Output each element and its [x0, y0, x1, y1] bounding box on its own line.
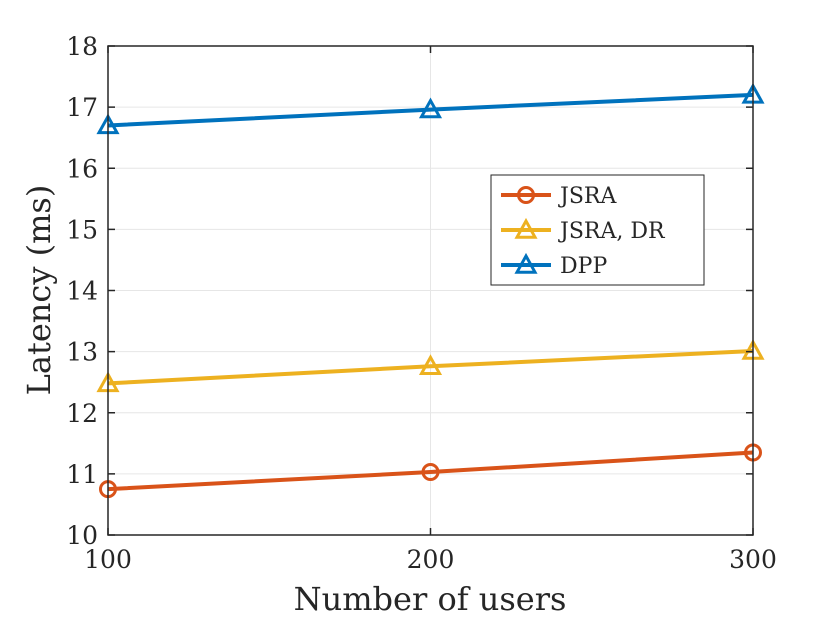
y-tick-label: 12: [66, 399, 98, 428]
x-tick-label: 300: [729, 545, 777, 574]
ticks: [107, 45, 754, 536]
y-tick-label: 14: [66, 277, 98, 306]
data-point-jsra: [421, 463, 440, 482]
y-tick-label: 10: [66, 521, 98, 550]
y-tick-labels: 10 11 12 13 14 15 16 17 18: [66, 32, 98, 550]
x-axis-title: Number of users: [294, 580, 567, 618]
y-tick-label: 18: [66, 32, 98, 61]
x-tick-label: 100: [84, 545, 132, 574]
y-tick-label: 13: [66, 338, 98, 367]
series-line-jsra: [107, 450, 754, 492]
legend-marker: [514, 217, 538, 239]
y-tick-label: 16: [66, 154, 98, 183]
legend-label: DPP: [560, 254, 607, 279]
data-point-jsra-dr: [418, 354, 443, 375]
legend-label: JSRA, DR: [558, 219, 666, 244]
x-tick-label: 200: [407, 545, 455, 574]
legend-item-dpp: DPP: [501, 252, 607, 279]
y-tick-label: 11: [66, 460, 98, 489]
y-tick-label: 17: [66, 93, 98, 122]
legend-item-jsra: JSRA: [501, 184, 617, 209]
legend-item-jsra-dr: JSRA, DR: [501, 217, 666, 244]
legend: JSRA JSRA, DR DPP: [490, 174, 705, 286]
legend-label: JSRA: [558, 184, 617, 209]
series-line-jsra-dr: [107, 349, 754, 386]
x-tick-labels: 100 200 300: [84, 545, 777, 574]
legend-marker: [514, 252, 538, 274]
grid: [108, 46, 753, 535]
data-point-dpp: [418, 97, 443, 119]
y-axis-title: Latency (ms): [20, 185, 58, 396]
legend-marker: [517, 186, 535, 204]
y-tick-label: 15: [66, 215, 98, 244]
series-line-dpp: [107, 92, 754, 128]
